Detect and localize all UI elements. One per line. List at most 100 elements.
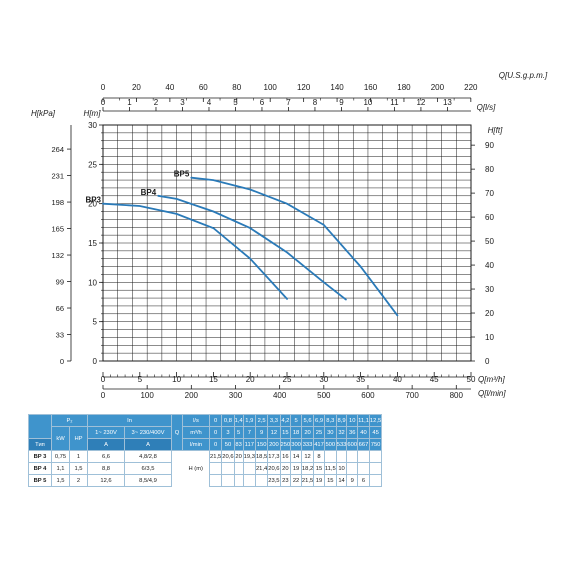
y-tick-label-ft: 90 xyxy=(485,141,494,150)
h-cell xyxy=(221,462,235,475)
h-spacer xyxy=(182,474,210,487)
q-header: Q xyxy=(171,414,183,451)
q-ls-10: 8,3 xyxy=(323,414,337,427)
x-tick-label-m3h: 50 xyxy=(467,375,476,384)
y-tick-label-m: 5 xyxy=(93,318,98,327)
h-spacer xyxy=(182,450,210,463)
x-tick-label-gpm: 160 xyxy=(364,83,378,92)
q-lmin-11: 533 xyxy=(335,438,348,451)
q-lmin-10: 500 xyxy=(323,438,337,451)
pump-curve-chart: 0510152025300336699132165198231264010203… xyxy=(31,71,548,400)
h-cell xyxy=(368,474,383,487)
x-tick-label-ls: 8 xyxy=(313,98,318,107)
series-label-bp5: BP5 xyxy=(174,170,190,179)
x-tick-label-ls: 1 xyxy=(127,98,132,107)
q-m3h-12: 36 xyxy=(346,426,359,439)
h-cell xyxy=(221,474,235,487)
h-cell: 16 xyxy=(279,450,292,463)
y-tick-label-ft: 30 xyxy=(485,285,494,294)
axis-title-kpa: H[kPa] xyxy=(31,109,56,118)
x-tick-label-lmin: 800 xyxy=(450,391,464,400)
series-line-bp3 xyxy=(102,202,288,300)
row-name: BP 4 xyxy=(28,462,52,475)
h-cell: 11,5 xyxy=(323,462,337,475)
h-cell: 20,6 xyxy=(221,450,235,463)
q-m3h-11: 32 xyxy=(335,426,348,439)
axis-title-m: H[m] xyxy=(84,109,102,118)
q-ls-7: 5 xyxy=(290,414,302,427)
row-a1: 8,8 xyxy=(87,462,125,475)
x-tick-label-ls: 9 xyxy=(339,98,344,107)
axis-title-gpm: Q[U.S.g.p.m.] xyxy=(499,71,548,80)
h-cell: 14 xyxy=(335,474,348,487)
y-tick-label-ft: 0 xyxy=(485,357,490,366)
table-row: BP 3 0,75 1 6,6 4,8/2,8 21,5 20,6 20 19,… xyxy=(28,450,383,463)
x-tick-label-m3h: 20 xyxy=(246,375,255,384)
x-tick-label-ls: 4 xyxy=(207,98,212,107)
q-ls-12: 10 xyxy=(346,414,359,427)
q-m3h-7: 18 xyxy=(290,426,302,439)
y-tick-label-kpa: 66 xyxy=(56,304,64,313)
grid xyxy=(102,124,472,362)
q-spacer xyxy=(171,450,183,463)
h-cell xyxy=(208,474,223,487)
x-tick-label-ls: 12 xyxy=(416,98,425,107)
row-kw: 1,1 xyxy=(51,462,70,475)
q-ls-9: 6,9 xyxy=(313,414,325,427)
h-cell xyxy=(208,462,223,475)
y-tick-label-kpa: 264 xyxy=(51,145,64,154)
h-cell xyxy=(233,474,244,487)
axis-title-m3h: Q[m³/h] xyxy=(478,375,505,384)
axis-title-lmin: Q[l/min] xyxy=(478,389,506,398)
h-cell xyxy=(357,450,370,463)
h-cell: 21,5 xyxy=(300,474,315,487)
h-cell: 23,5 xyxy=(267,474,281,487)
q-m3h-0: 0 xyxy=(208,426,223,439)
h-cell: 18,2 xyxy=(300,462,315,475)
x-tick-label-ls: 5 xyxy=(233,98,238,107)
x-tick-label-m3h: 0 xyxy=(101,375,106,384)
q-m3h-1: 3 xyxy=(221,426,235,439)
q-lmin-2: 83 xyxy=(233,438,244,451)
a3-header: A xyxy=(124,438,172,451)
h-cell xyxy=(357,462,370,475)
x-tick-label-gpm: 80 xyxy=(232,83,241,92)
h-cell: 14 xyxy=(290,450,302,463)
y-tick-label-ft: 10 xyxy=(485,333,494,342)
y-tick-label-m: 15 xyxy=(88,239,97,248)
p2-header: P₂ xyxy=(51,414,88,427)
x-tick-label-lmin: 600 xyxy=(361,391,375,400)
h-cell xyxy=(233,462,244,475)
h-cell: 19 xyxy=(313,474,325,487)
x-tick-label-m3h: 35 xyxy=(356,375,365,384)
x-tick-label-m3h: 10 xyxy=(172,375,181,384)
axis-title-ls: Q[l/s] xyxy=(477,103,496,112)
axis-title-ft: H[ft] xyxy=(488,126,503,135)
row-kw: 1,5 xyxy=(51,474,70,487)
x-tick-label-lmin: 400 xyxy=(273,391,287,400)
row-a3: 8,5/4,9 xyxy=(124,474,172,487)
unit-ls: l/s xyxy=(182,414,210,427)
q-ls-8: 5,6 xyxy=(300,414,315,427)
q-m3h-4: 9 xyxy=(254,426,269,439)
h-cell xyxy=(254,474,269,487)
kw-header: kW xyxy=(51,426,70,451)
h-cell: 18,5 xyxy=(254,450,269,463)
series-line-bp5 xyxy=(190,176,399,317)
x-tick-label-gpm: 140 xyxy=(330,83,344,92)
x-tick-label-lmin: 300 xyxy=(229,391,243,400)
v3-header: 3~ 230/400V xyxy=(124,426,172,439)
h-cell: 17,3 xyxy=(267,450,281,463)
y-tick-label-m: 30 xyxy=(88,121,97,130)
h-cell xyxy=(368,462,383,475)
x-tick-label-gpm: 40 xyxy=(165,83,174,92)
y-tick-label-ft: 50 xyxy=(485,237,494,246)
y-tick-label-kpa: 33 xyxy=(56,331,64,340)
h-cell: 9 xyxy=(346,474,359,487)
q-lmin-14: 750 xyxy=(368,438,383,451)
q-m3h-6: 15 xyxy=(279,426,292,439)
q-ls-4: 2,5 xyxy=(254,414,269,427)
h-cell: 22 xyxy=(290,474,302,487)
x-tick-label-ls: 2 xyxy=(154,98,159,107)
x-tick-label-lmin: 100 xyxy=(140,391,154,400)
